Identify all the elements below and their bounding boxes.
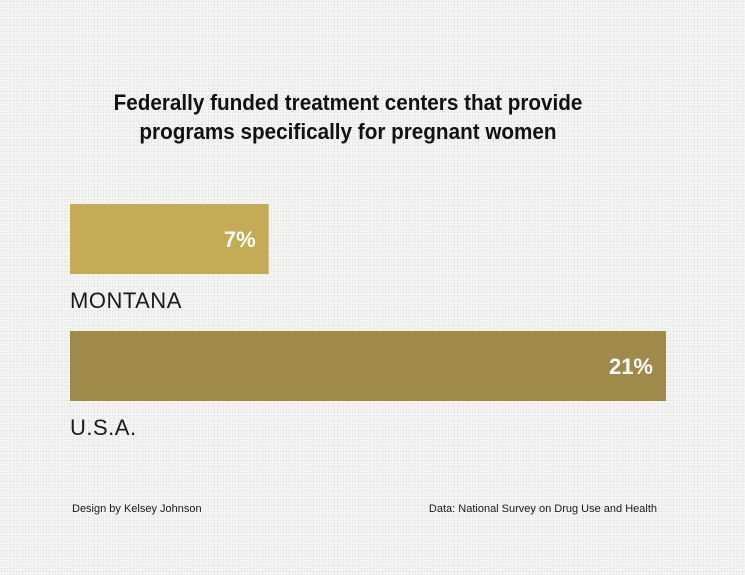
bar-value-label: 21% — [609, 354, 653, 379]
chart-title-line-1: Federally funded treatment centers that … — [113, 90, 583, 115]
bar-value-label: 7% — [224, 227, 256, 252]
category-label: MONTANA — [70, 288, 182, 313]
data-source: Data: National Survey on Drug Use and He… — [428, 503, 657, 515]
bar-usa — [70, 331, 666, 401]
bar-montana — [70, 204, 269, 274]
category-label: U.S.A. — [70, 415, 137, 440]
chart-title: Federally funded treatment centers that … — [21, 88, 675, 146]
design-credit: Design by Kelsey Johnson — [72, 503, 202, 515]
chart-title-line-2: programs specifically for pregnant women — [139, 119, 557, 144]
